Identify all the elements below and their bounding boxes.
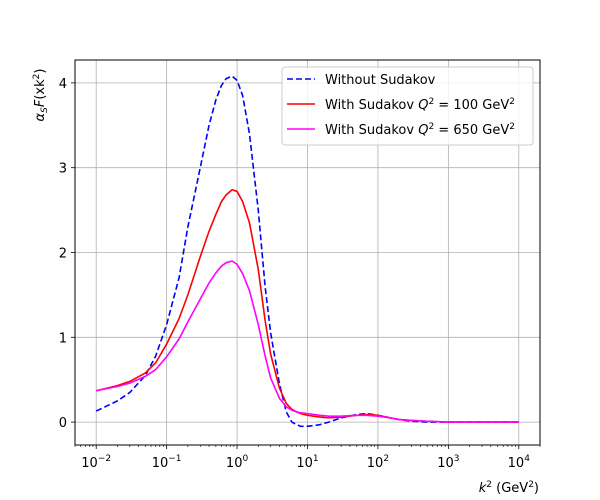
legend-box [281, 66, 534, 146]
tick-layer: 10−2 10−1 100 101 102 103 104 0 1 2 3 4 [59, 77, 541, 471]
legend-label-without-sudakov: Without Sudakov [325, 73, 436, 88]
x-axis-label: k2 (GeV2) [479, 480, 539, 496]
x-tick-label: 10−2 [81, 454, 111, 471]
x-tick-label: 10−1 [152, 454, 182, 471]
legend-label-sudakov-650: With Sudakov Q2 = 650 GeV2 [325, 122, 515, 138]
y-tick-label: 2 [59, 247, 67, 262]
x-tick-label: 101 [296, 454, 318, 471]
x-tick-label: 100 [226, 454, 249, 471]
x-tick-label: 104 [508, 454, 531, 471]
y-tick-label: 4 [59, 77, 67, 92]
y-tick-label: 1 [59, 331, 67, 346]
x-tick-label: 103 [437, 454, 459, 471]
y-axis-label: αSF(xk2) [32, 69, 50, 122]
y-tick-label: 3 [59, 162, 67, 177]
legend: Without Sudakov With Sudakov Q2 = 100 Ge… [281, 66, 534, 146]
y-tick-label: 0 [59, 416, 67, 431]
series-line-2 [96, 260, 519, 423]
legend-label-sudakov-100: With Sudakov Q2 = 100 GeV2 [325, 97, 515, 113]
x-tick-label: 102 [367, 454, 389, 471]
series-layer [95, 75, 519, 428]
